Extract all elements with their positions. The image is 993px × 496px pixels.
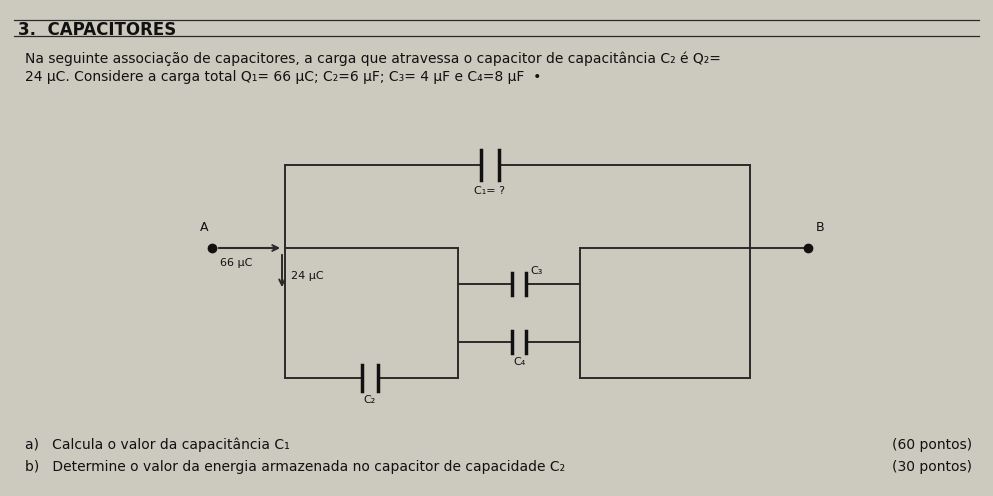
Text: b)   Determine o valor da energia armazenada no capacitor de capacidade C₂: b) Determine o valor da energia armazena… — [25, 460, 565, 474]
Text: Na seguinte associação de capacitores, a carga que atravessa o capacitor de capa: Na seguinte associação de capacitores, a… — [25, 52, 721, 66]
Text: C₂: C₂ — [363, 395, 376, 405]
Text: 24 μC. Considere a carga total Q₁= 66 μC; C₂=6 μF; C₃= 4 μF e C₄=8 μF  •: 24 μC. Considere a carga total Q₁= 66 μC… — [25, 70, 541, 84]
Text: 3.  CAPACITORES: 3. CAPACITORES — [18, 21, 176, 39]
Text: 66 μC: 66 μC — [220, 258, 252, 268]
Text: B: B — [816, 221, 824, 234]
Text: a)   Calcula o valor da capacitância C₁: a) Calcula o valor da capacitância C₁ — [25, 438, 290, 452]
Text: 24 μC: 24 μC — [291, 271, 324, 281]
Text: C₃: C₃ — [530, 266, 542, 276]
Text: C₄: C₄ — [512, 357, 525, 367]
Text: (60 pontos): (60 pontos) — [892, 438, 972, 452]
Text: A: A — [200, 221, 209, 234]
Text: C₁= ?: C₁= ? — [475, 186, 505, 196]
Text: (30 pontos): (30 pontos) — [892, 460, 972, 474]
